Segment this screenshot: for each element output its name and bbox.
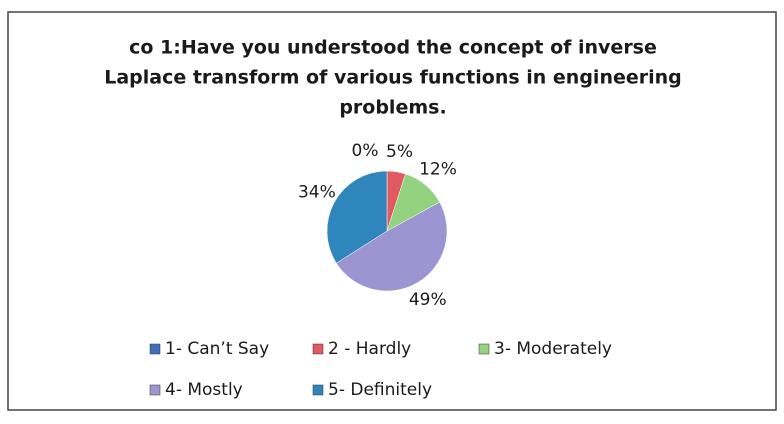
legend-swatch xyxy=(149,384,161,396)
data-label: 49% xyxy=(409,290,447,310)
data-label: 5% xyxy=(386,142,413,162)
legend-label: 5- Definitely xyxy=(328,380,432,400)
chart-title: Laplace transform of various functions i… xyxy=(104,67,682,89)
legend-label: 4- Mostly xyxy=(165,380,243,400)
legend-swatch xyxy=(478,343,490,355)
data-label: 34% xyxy=(298,182,336,202)
data-label: 0% xyxy=(352,141,379,161)
legend-label: 1- Can’t Say xyxy=(165,339,269,359)
legend-swatch xyxy=(312,384,324,396)
pie-slice xyxy=(335,201,448,292)
pie-slice xyxy=(326,170,388,264)
legend-label: 3- Moderately xyxy=(494,339,612,359)
legend-swatch xyxy=(149,343,161,355)
legend-label: 2 - Hardly xyxy=(328,339,411,359)
legend-swatch xyxy=(312,343,324,355)
chart-title: co 1:Have you understood the concept of … xyxy=(129,37,657,59)
chart-title: problems. xyxy=(339,97,446,119)
data-label: 12% xyxy=(419,159,457,179)
